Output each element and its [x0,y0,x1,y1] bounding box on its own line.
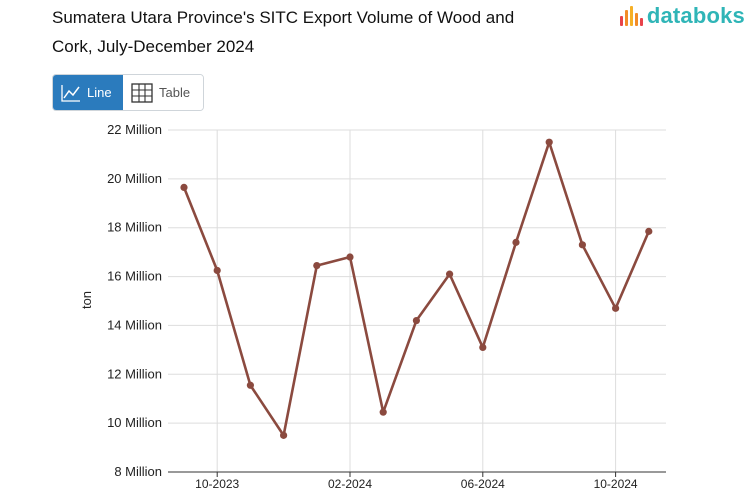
x-tick-label: 10-2024 [594,477,638,491]
y-tick-label: 20 Million [107,171,162,186]
series-line [182,140,650,437]
data-point[interactable] [346,253,354,261]
line-view-label: Line [87,85,112,100]
data-point[interactable] [612,304,620,312]
databoks-logo-text: databoks [646,3,745,28]
table-view-button[interactable]: Table [123,75,203,110]
data-point[interactable] [280,431,288,439]
data-point[interactable] [645,227,653,235]
data-point[interactable] [180,183,188,192]
chart-title-line-2: Cork, July-December 2024 [52,37,255,56]
chart-title-line-1: Sumatera Utara Province's SITC Export Vo… [52,8,515,27]
data-point[interactable] [246,381,254,389]
line-chart-icon [61,84,80,102]
databoks-logo-icon [619,6,643,26]
table-view-label: Table [159,85,191,100]
data-point[interactable] [446,270,454,278]
y-axis-ticks: 8 Million 10 Million 12 Million 14 Million 1… [107,122,162,479]
y-tick-label: 18 Million [107,220,162,235]
y-tick-label: 14 Million [107,317,162,332]
data-point[interactable] [512,238,520,246]
data-point[interactable] [313,261,321,270]
x-tick-label: 02-2024 [328,477,372,491]
databoks-logo: databoks [619,3,745,29]
y-tick-label: 16 Million [107,269,162,284]
x-axis-ticks: 10-2023 02-2024 06-2024 10-2024 [195,477,638,491]
data-point[interactable] [578,241,587,249]
y-tick-label: 22 Million [107,122,162,137]
y-tick-label: 8 Million [114,464,162,479]
series-group [180,138,653,439]
x-tick-label: 10-2023 [195,477,239,491]
y-tick-label: 10 Million [107,415,162,430]
data-point[interactable] [213,266,221,275]
grid-table-icon [131,82,153,103]
data-point[interactable] [412,316,420,325]
data-point[interactable] [379,408,387,416]
view-toggle: Line Table [52,74,204,111]
y-gridlines [168,129,666,473]
data-point[interactable] [479,343,487,352]
chart-title: Sumatera Utara Province's SITC Export Vo… [52,3,592,61]
x-tick-label: 06-2024 [461,477,505,491]
y-axis-label: ton [79,291,94,309]
line-view-button[interactable]: Line [53,75,123,110]
x-gridlines [168,130,666,477]
data-point[interactable] [545,138,553,146]
y-tick-label: 12 Million [107,366,162,381]
